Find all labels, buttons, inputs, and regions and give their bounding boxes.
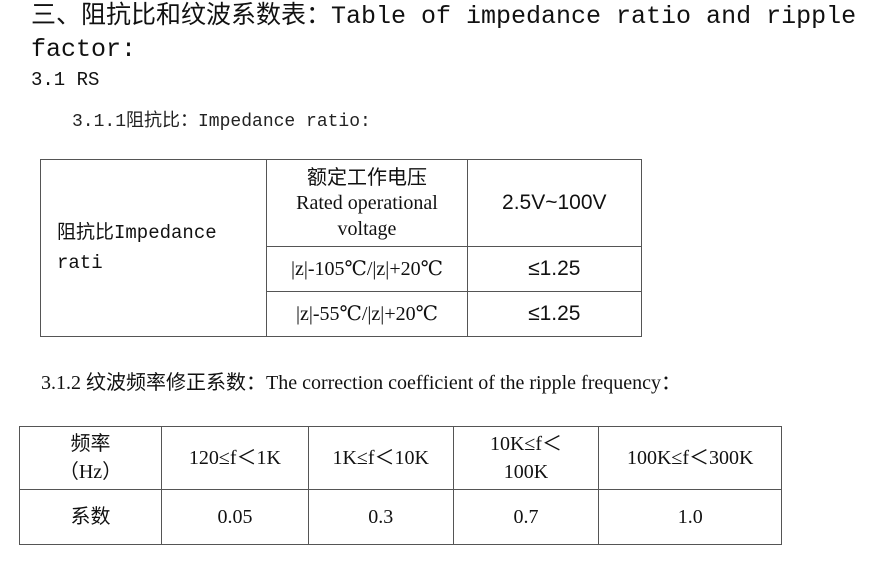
ripple-coefficient-table: 频率 （Hz） 120≤f＜1K 1K≤f＜10K 10K≤f＜ 100K 10… — [18, 426, 782, 545]
rated-voltage-header-zh: 额定工作电压 — [306, 165, 427, 189]
impedance-row-header: 阻抗比Impedance rati — [39, 159, 268, 337]
coefficient-cell: 1.0 — [598, 489, 782, 545]
ripple-frequency-title: 3.1.2 纹波频率修正系数：The correction coefficien… — [41, 372, 681, 394]
frequency-range-cell: 10K≤f＜ 100K — [452, 426, 600, 490]
condition-cell: |z|-105℃/|z|+20℃ — [266, 246, 468, 292]
impedance-ratio-title: 3.1.1阻抗比：Impedance ratio: — [72, 112, 371, 132]
rated-voltage-header: 额定工作电压 Rated operational voltage — [266, 159, 468, 247]
frequency-header: 频率 （Hz） — [18, 426, 163, 490]
frequency-label: 频率 — [70, 433, 111, 455]
voltage-range-cell: 2.5V~100V — [466, 159, 643, 247]
frequency-range-cell: 100K≤f＜300K — [598, 426, 782, 490]
frequency-range-line1: 10K≤f＜ — [489, 433, 563, 455]
ratio-value-cell: ≤1.25 — [466, 291, 643, 337]
impedance-ratio-table: 阻抗比Impedance rati 额定工作电压 Rated operation… — [39, 159, 643, 337]
frequency-range-cell: 120≤f＜1K — [161, 426, 309, 490]
frequency-range-line2: 100K — [503, 461, 549, 483]
coefficient-cell: 0.05 — [161, 489, 309, 545]
frequency-range-cell: 1K≤f＜10K — [307, 426, 454, 490]
page-heading: 三、阻抗比和纹波系数表：Table of impedance ratio and… — [31, 2, 857, 64]
rated-voltage-header-en: Rated operational voltage — [296, 192, 438, 240]
ratio-value-cell: ≤1.25 — [466, 246, 643, 292]
coefficient-cell: 0.7 — [452, 489, 600, 545]
condition-cell: |z|-55℃/|z|+20℃ — [266, 291, 468, 337]
frequency-unit: （Hz） — [58, 461, 123, 483]
section-heading: 3.1 RS — [31, 69, 100, 91]
coefficient-header: 系数 — [18, 489, 163, 545]
coefficient-cell: 0.3 — [307, 489, 454, 545]
